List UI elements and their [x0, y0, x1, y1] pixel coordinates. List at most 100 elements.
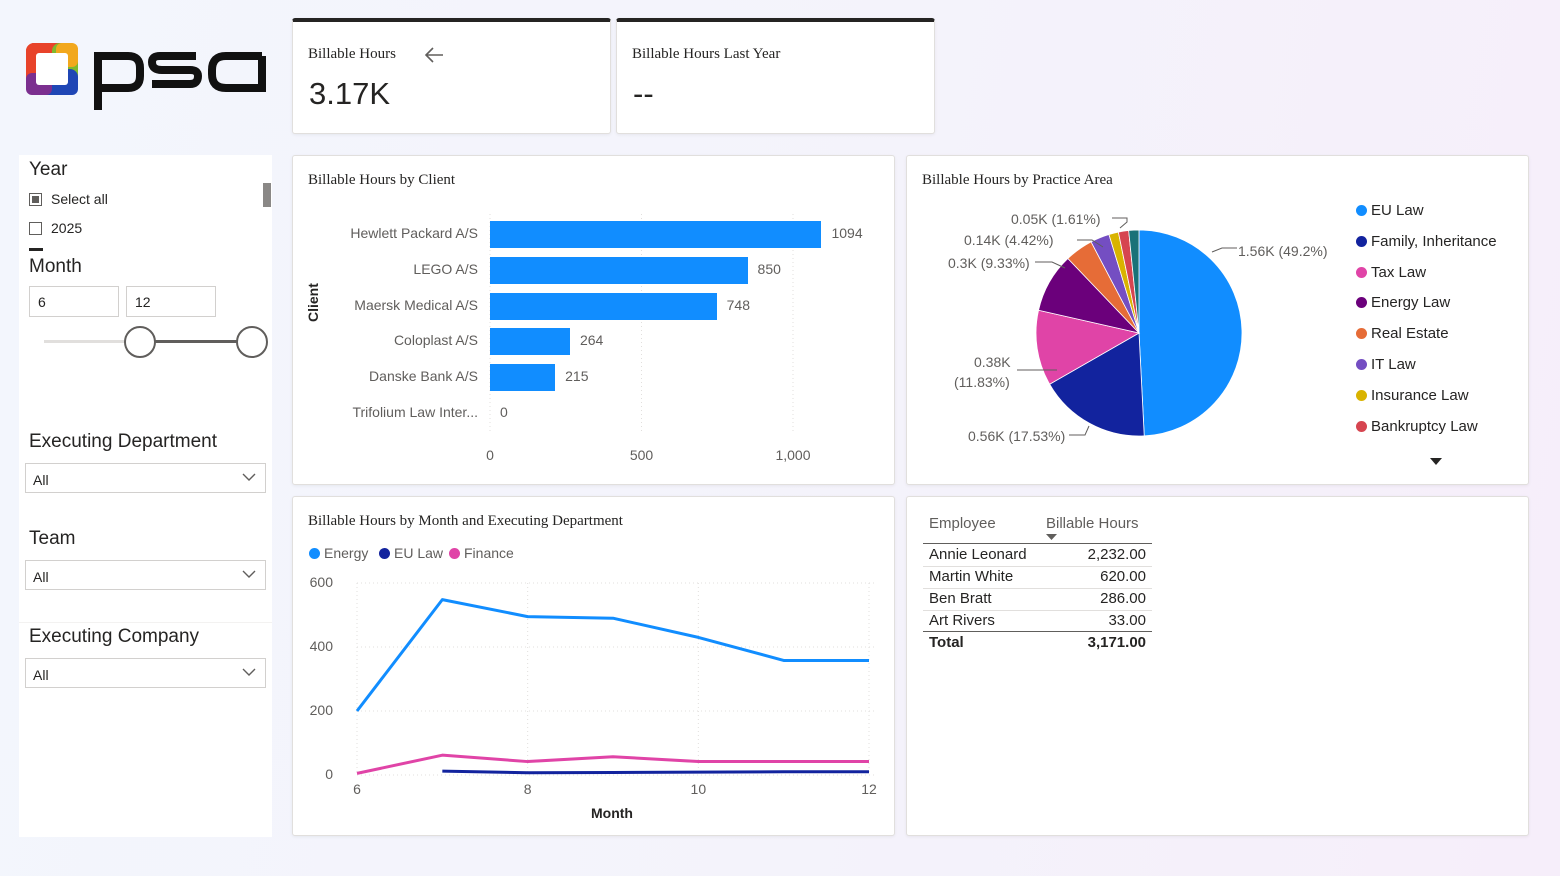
column-header-employee[interactable]: Employee: [929, 515, 996, 532]
year-option-2025[interactable]: 2025: [29, 220, 82, 236]
dropdown-value: All: [33, 667, 49, 683]
legend-item[interactable]: Energy Law: [1356, 294, 1450, 311]
pie-plot-area: [1017, 217, 1243, 437]
company-dropdown[interactable]: All: [25, 658, 266, 688]
chart-title: Billable Hours by Client: [308, 172, 456, 188]
legend-item[interactable]: Energy: [309, 545, 368, 561]
client-label: LEGO A/S: [413, 260, 478, 277]
legend-item[interactable]: Real Estate: [1356, 325, 1449, 342]
month-line-chart-card[interactable]: Billable Hours by Month and Executing De…: [292, 496, 895, 836]
client-bar[interactable]: [490, 292, 717, 320]
client-bar[interactable]: [490, 328, 570, 356]
month-slicer-title: Month: [29, 256, 82, 277]
legend-dot: [449, 547, 460, 559]
chevron-down-icon: [242, 473, 256, 481]
bar-gridlines: [489, 214, 794, 434]
legend-item[interactable]: IT Law: [1356, 356, 1416, 373]
kpi-value: 3.17K: [309, 76, 391, 111]
column-header-billable-hours[interactable]: Billable Hours: [1046, 515, 1139, 532]
pie-label-tax: 0.38K: [974, 354, 1011, 370]
x-tick-label: 10: [690, 781, 707, 797]
legend-item[interactable]: Tax Law: [1356, 264, 1426, 281]
total-divider: [923, 631, 1152, 632]
pie-slice[interactable]: [1138, 229, 1243, 437]
legend-scroll-down-icon[interactable]: [1429, 456, 1443, 466]
x-tick-label: 6: [353, 781, 361, 797]
x-tick-label: 500: [629, 447, 654, 463]
year-scrollbar[interactable]: [263, 183, 271, 207]
legend-item[interactable]: Family, Inheritance: [1356, 233, 1497, 250]
x-axis-title: Month: [591, 805, 633, 821]
filter-panel: Year Select all 2025 Month 6 12 Executin…: [19, 155, 272, 837]
table-total-label: Total: [929, 634, 964, 651]
legend-dot: [1356, 420, 1367, 432]
team-dropdown[interactable]: All: [25, 560, 266, 590]
pie-slice[interactable]: [1035, 309, 1141, 385]
pie-label-bankruptcy: 0.05K (1.61%): [1011, 211, 1101, 227]
pie-label-family: 0.56K (17.53%): [968, 428, 1066, 444]
leader-line: [1035, 261, 1066, 269]
checkbox-icon[interactable]: [29, 221, 42, 235]
slider-end-handle[interactable]: [236, 326, 268, 358]
dropdown-value: All: [33, 472, 49, 488]
dropdown-value: All: [33, 569, 49, 585]
series-line[interactable]: [355, 598, 869, 712]
table-cell-hours: 33.00: [1108, 612, 1146, 629]
legend-label: Insurance Law: [1371, 386, 1469, 404]
checkbox-partial-icon[interactable]: [29, 192, 42, 206]
client-bar[interactable]: [490, 256, 748, 284]
line-plot-area: [355, 582, 875, 776]
sort-desc-icon[interactable]: [1046, 534, 1057, 541]
legend-item[interactable]: EU Law: [1356, 202, 1424, 219]
month-from-input[interactable]: 6: [29, 286, 119, 317]
table-cell-employee: Martin White: [929, 568, 1014, 585]
dept-dropdown[interactable]: All: [25, 463, 266, 493]
client-label: Maersk Medical A/S: [354, 296, 478, 313]
employee-table-card[interactable]: Employee Billable Hours Annie Leonard 2,…: [906, 496, 1529, 836]
company-logo: [26, 40, 268, 114]
x-tick-label: 0: [486, 447, 494, 463]
kpi-card-billable-hours[interactable]: Billable Hours 3.17K: [292, 18, 611, 134]
logo-mark-icon: [26, 43, 78, 95]
table-cell-employee: Annie Leonard: [929, 546, 1027, 563]
client-bar-chart-card[interactable]: Billable Hours by Client Client Hewlett …: [292, 155, 895, 485]
legend-item[interactable]: Insurance Law: [1356, 387, 1469, 404]
pie-slice[interactable]: [1049, 332, 1145, 437]
team-slicer-title: Team: [29, 528, 76, 549]
pie-label-eu-law: 1.56K (49.2%): [1238, 243, 1328, 259]
pie-slice[interactable]: [1128, 229, 1140, 334]
x-tick-label: 1,000: [775, 447, 811, 463]
y-tick-label: 600: [309, 574, 333, 590]
y-tick-label: 400: [309, 638, 333, 654]
y-tick-label: 0: [325, 766, 333, 782]
year-slicer-title: Year: [29, 159, 68, 180]
legend-label: EU Law: [394, 545, 444, 561]
series-line[interactable]: [356, 753, 869, 775]
legend-item[interactable]: EU Law: [379, 545, 443, 561]
kpi-title: Billable Hours Last Year: [632, 46, 781, 62]
row-divider: [923, 610, 1152, 611]
series-line[interactable]: [442, 769, 869, 775]
legend-dot: [1356, 389, 1367, 401]
chart-title: Billable Hours by Month and Executing De…: [308, 513, 623, 529]
leader-line: [1069, 425, 1090, 436]
option-label: Select all: [51, 191, 108, 207]
bar-data-label: 0: [500, 404, 508, 420]
clipped-option-marker: [29, 248, 43, 251]
legend-item[interactable]: Finance: [449, 545, 514, 561]
legend-item[interactable]: Bankruptcy Law: [1356, 418, 1478, 435]
kpi-title: Billable Hours: [308, 46, 396, 62]
year-option-select-all[interactable]: Select all: [29, 191, 108, 207]
x-tick-label: 12: [861, 781, 877, 797]
month-to-input[interactable]: 12: [126, 286, 216, 317]
table-cell-hours: 286.00: [1100, 590, 1146, 607]
bar-plot-area: Hewlett Packard A/S 1094 LEGO A/S 850 Maersk…: [293, 156, 896, 486]
client-bar[interactable]: [490, 221, 822, 248]
practice-pie-chart-card[interactable]: Billable Hours by Practice Area 0.05K (1…: [906, 155, 1529, 485]
legend-dot: [379, 547, 390, 559]
kpi-card-billable-hours-last-year[interactable]: Billable Hours Last Year --: [616, 18, 935, 134]
back-arrow-icon[interactable]: [423, 46, 445, 64]
slider-start-handle[interactable]: [124, 326, 156, 358]
client-bar[interactable]: [490, 364, 556, 392]
leader-line: [1112, 217, 1128, 229]
